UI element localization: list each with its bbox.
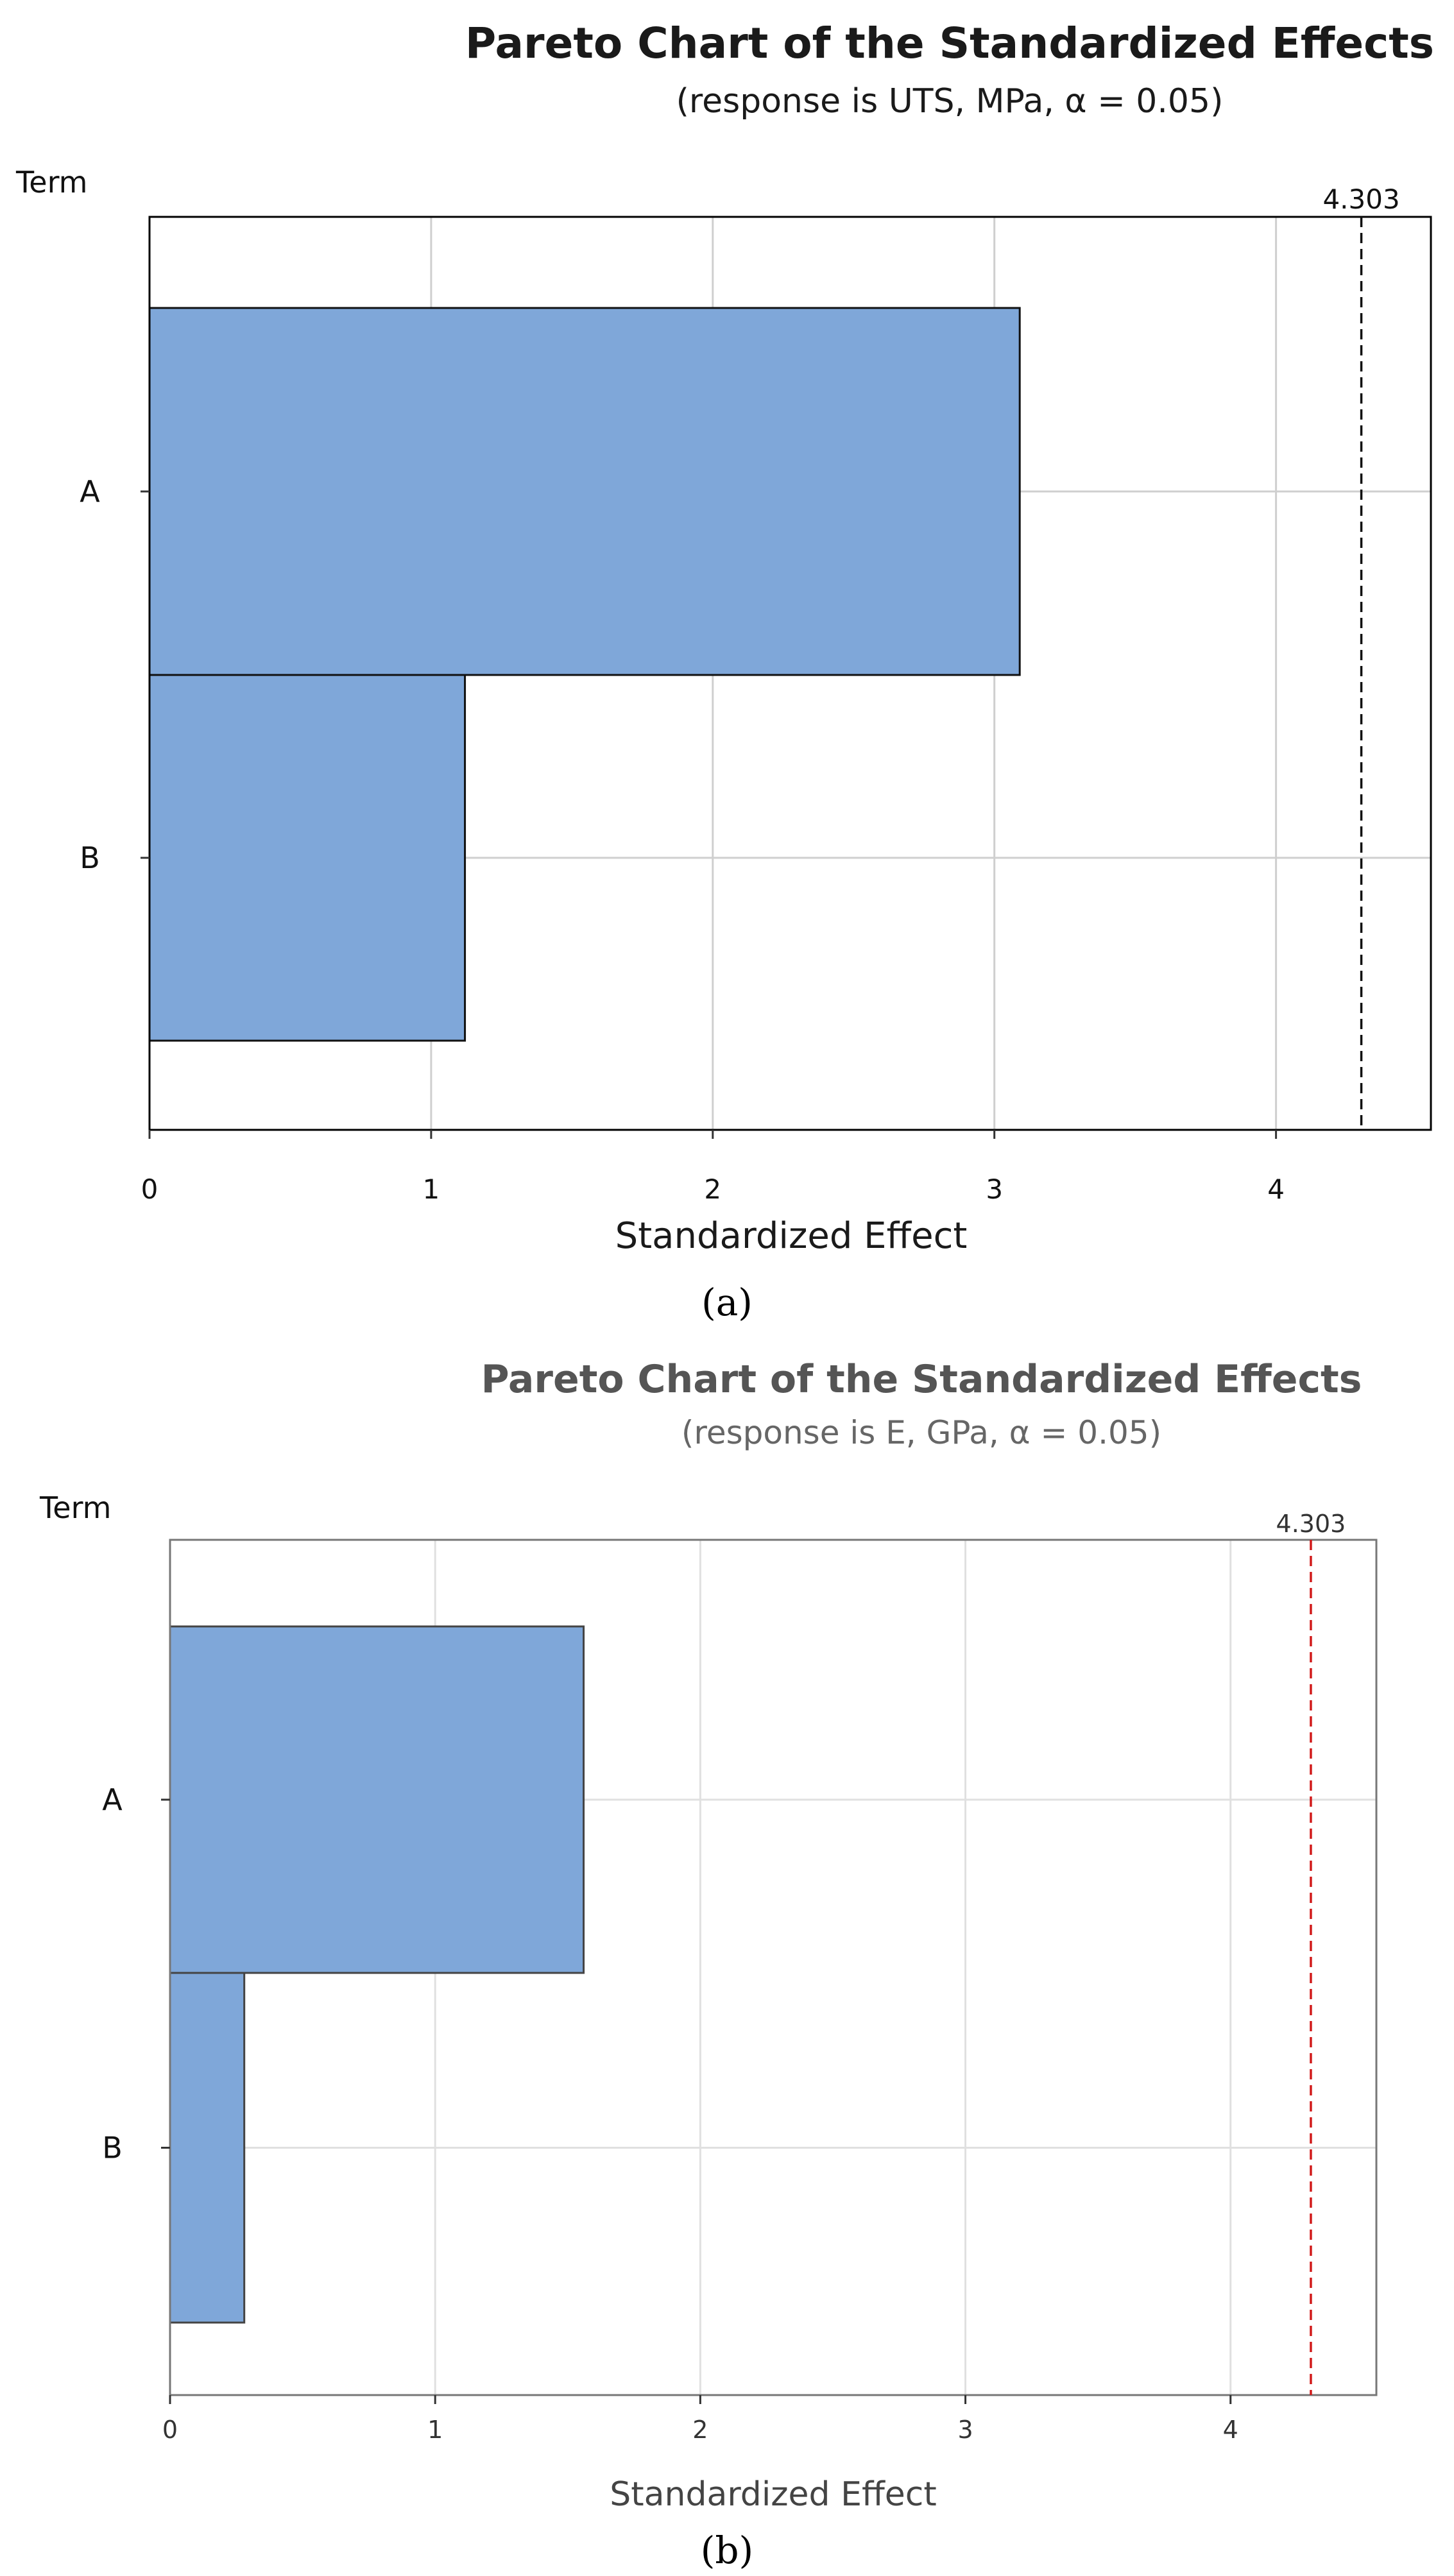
- chart-b-xlabel: Standardized Effect: [610, 2475, 937, 2514]
- x-tick-label: 2: [692, 2416, 708, 2444]
- x-tick-label: 4: [1267, 1173, 1285, 1205]
- chart-a-ylabel: Term: [15, 165, 88, 200]
- chart-a-plot-frame: [148, 216, 1432, 1131]
- chart-b-reference: 4.303: [1276, 1510, 1346, 2395]
- chart-b-caption: (b): [701, 2529, 753, 2572]
- chart-b-x-ticks: 0 1 2 3 4: [162, 2395, 1238, 2444]
- x-tick-label: 3: [986, 1173, 1003, 1205]
- chart-a-category-labels: AB: [80, 474, 150, 875]
- chart-a-bars: [148, 307, 1021, 1042]
- chart-b-category-labels: AB: [102, 1782, 170, 2165]
- chart-b-reference-label: 4.303: [1276, 1510, 1346, 1538]
- chart-a-reference-label: 4.303: [1322, 183, 1399, 215]
- bar-b: [148, 674, 466, 1042]
- x-tick-label: 0: [141, 1173, 158, 1205]
- chart-a-reference: 4.303: [1322, 183, 1400, 1130]
- category-label-b: B: [80, 840, 100, 875]
- chart-b-plot-frame: [169, 1539, 1378, 2396]
- chart-a-caption: (a): [701, 1281, 753, 1324]
- x-tick-label: 2: [704, 1173, 721, 1205]
- x-tick-label: 1: [423, 1173, 440, 1205]
- category-label-a: A: [102, 1782, 123, 1817]
- chart-b-subtitle: (response is E, GPa, α = 0.05): [681, 1414, 1161, 1451]
- chart-a-title: Pareto Chart of the Standardized Effects: [465, 19, 1434, 68]
- x-tick-label: 0: [162, 2416, 178, 2444]
- bar-b: [169, 1972, 246, 2324]
- category-label-b: B: [102, 2131, 123, 2165]
- chart-a-subtitle: (response is UTS, MPa, α = 0.05): [676, 82, 1224, 121]
- bar-a: [169, 1625, 585, 1974]
- chart-b-bars: [169, 1625, 585, 2324]
- x-tick-label: 4: [1223, 2416, 1238, 2444]
- category-label-a: A: [80, 474, 100, 509]
- x-tick-label: 1: [427, 2416, 443, 2444]
- pareto-chart-a: Pareto Chart of the Standardized Effects…: [15, 19, 1434, 1324]
- pareto-chart-b: Pareto Chart of the Standardized Effects…: [39, 1357, 1378, 2572]
- x-tick-label: 3: [957, 2416, 973, 2444]
- chart-a-x-ticks: 0 1 2 3 4: [141, 1130, 1285, 1205]
- chart-a-xlabel: Standardized Effect: [615, 1215, 968, 1257]
- chart-b-ylabel: Term: [39, 1490, 112, 1525]
- bar-a: [148, 307, 1021, 676]
- chart-b-title: Pareto Chart of the Standardized Effects: [481, 1357, 1362, 1402]
